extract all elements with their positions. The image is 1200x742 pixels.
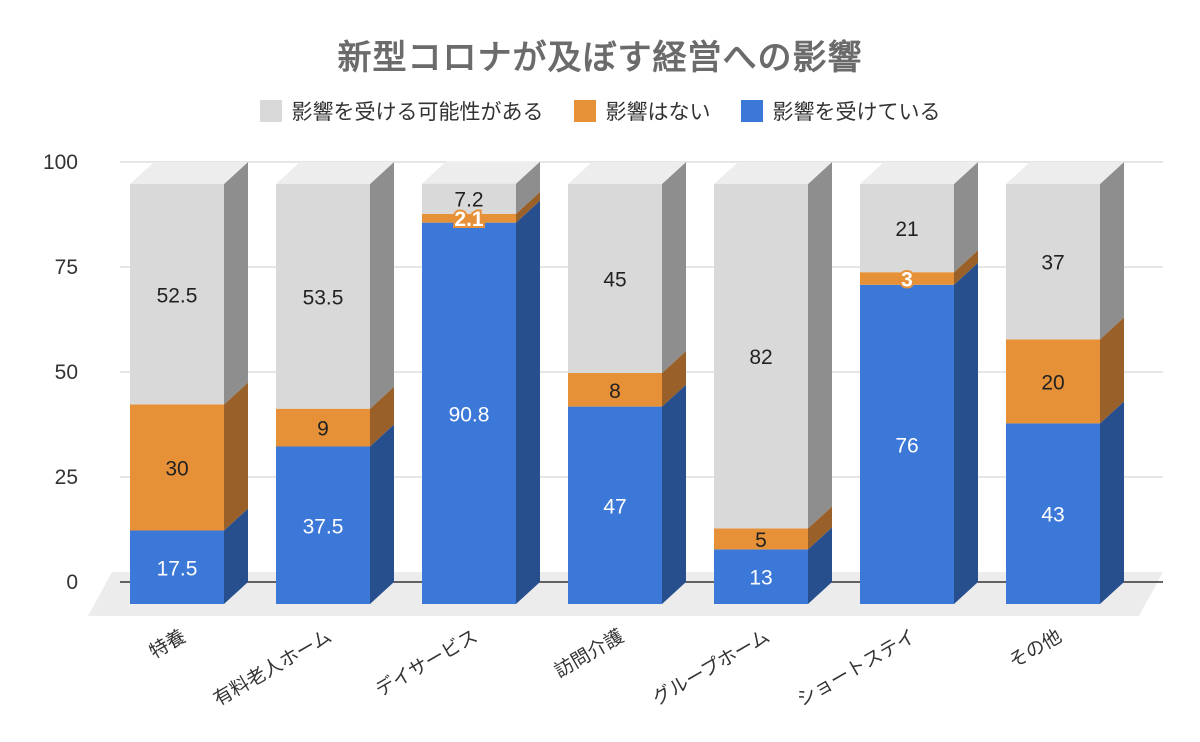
bar-top (1006, 162, 1124, 184)
data-label: 2.1 (454, 208, 484, 231)
bar-side (370, 386, 394, 447)
bar-side (1100, 317, 1124, 424)
category-label: 有料老人ホーム (210, 625, 336, 710)
bar-segment (130, 404, 224, 531)
data-label: 53.5 (303, 286, 344, 309)
bar-side (370, 424, 394, 604)
bar-side (516, 191, 540, 223)
bar-segment (568, 406, 662, 604)
data-label: 82 (749, 346, 772, 369)
bar-top (568, 162, 686, 184)
bar-side (516, 200, 540, 604)
data-label: 9 (317, 418, 329, 441)
data-label: 47 (603, 495, 626, 518)
bar-segment (714, 528, 808, 550)
bar-segment (422, 213, 516, 223)
data-label: 5 (755, 529, 767, 552)
bar-segment (130, 184, 224, 405)
bar-side (662, 162, 686, 373)
bar-side (224, 162, 248, 405)
data-label: 45 (603, 269, 626, 292)
data-label: 37 (1041, 252, 1064, 275)
data-label: 90.8 (449, 403, 490, 426)
legend-swatch-affected (740, 100, 763, 122)
y-tick-label: 75 (55, 256, 78, 279)
category-label: 訪問介護 (551, 625, 628, 682)
data-label: 7.2 (454, 189, 483, 212)
data-label: 30 (165, 458, 188, 481)
y-tick-label: 50 (55, 361, 78, 384)
bar-side (954, 250, 978, 285)
bar-side (954, 162, 978, 273)
y-tick-label: 25 (55, 466, 78, 489)
category-label: その他 (1005, 625, 1065, 673)
bar-segment (860, 272, 954, 285)
legend: 影響を受ける可能性がある 影響はない 影響を受けている (0, 96, 1200, 126)
data-label: 20 (1041, 371, 1064, 394)
data-label: 37.5 (303, 515, 344, 538)
data-label: 21 (895, 218, 918, 241)
bar-side (662, 351, 686, 407)
bar-top (860, 162, 978, 184)
bar-segment (276, 446, 370, 604)
data-label: 17.5 (157, 557, 198, 580)
data-label: 8 (609, 380, 621, 403)
bar-top (130, 162, 248, 184)
y-tick-label: 100 (43, 151, 78, 174)
bar-side (808, 527, 832, 604)
chart-title: 新型コロナが及ぼす経営への影響 (337, 38, 863, 78)
bar-side (808, 162, 832, 529)
bar-segment (422, 222, 516, 604)
bar-side (224, 508, 248, 604)
category-label: 特養 (146, 625, 190, 663)
category-label: グループホーム (649, 625, 774, 710)
bar-top (276, 162, 394, 184)
legend-item-no-impact: 影響はない (573, 96, 711, 126)
bar-segment (1006, 423, 1100, 604)
legend-item-affected: 影響を受けている (740, 96, 941, 126)
bar-segment (130, 530, 224, 604)
bar-segment (860, 284, 954, 604)
bar-side (516, 161, 540, 214)
bar-segment (714, 549, 808, 604)
legend-swatch-possible-impact (259, 100, 282, 122)
bar-top (714, 162, 832, 184)
bar-side (954, 262, 978, 604)
bar-side (808, 506, 832, 550)
bar-side (1100, 401, 1124, 604)
bar-segment (860, 184, 954, 273)
bar-top (422, 161, 540, 184)
data-label: 52.5 (157, 284, 198, 307)
bar-side (1100, 162, 1124, 340)
legend-label-no-impact: 影響はない (605, 100, 711, 124)
category-label: ショートステイ (793, 625, 919, 711)
data-label: 13 (749, 567, 772, 590)
bar-segment (568, 373, 662, 407)
bar-segment (714, 184, 808, 529)
data-label: 3 (901, 269, 913, 292)
data-label: 43 (1041, 504, 1064, 527)
legend-label-possible-impact: 影響を受ける可能性がある (291, 100, 544, 124)
category-label: デイサービス (372, 625, 482, 701)
bar-segment (568, 184, 662, 373)
bar-segment (422, 183, 516, 214)
legend-swatch-no-impact (573, 100, 596, 122)
bar-segment (276, 184, 370, 409)
bar-side (370, 162, 394, 409)
y-tick-label: 0 (66, 571, 78, 594)
legend-label-affected: 影響を受けている (772, 100, 941, 124)
legend-item-possible-impact: 影響を受ける可能性がある (259, 96, 544, 126)
bar-segment (1006, 184, 1100, 340)
bar-segment (276, 408, 370, 447)
data-label: 76 (895, 434, 918, 457)
bar-side (662, 384, 686, 604)
bar-segment (1006, 339, 1100, 424)
bar-side (224, 382, 248, 531)
